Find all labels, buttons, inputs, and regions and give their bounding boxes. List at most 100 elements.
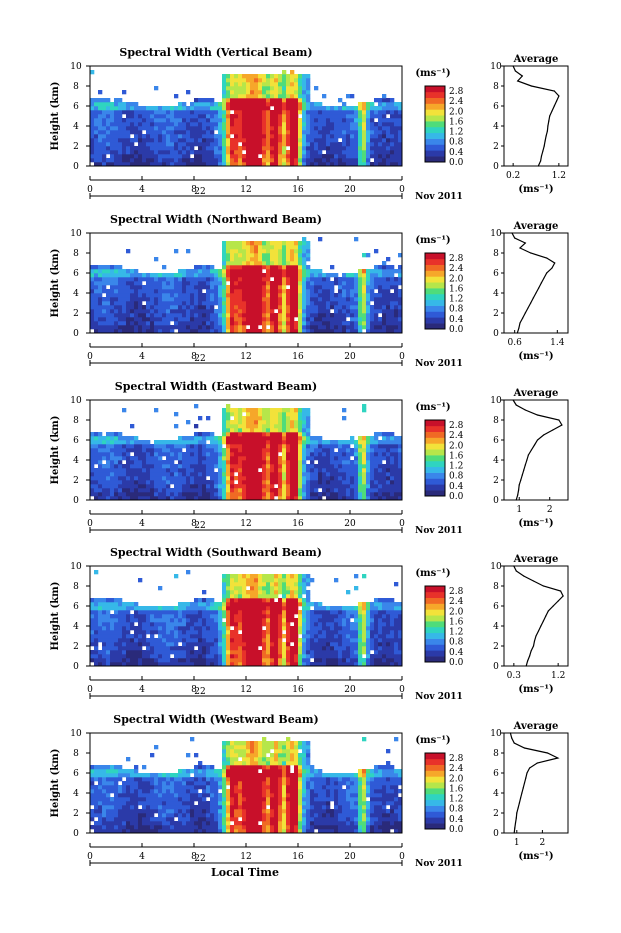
heatmap-cell [178, 150, 182, 154]
heatmap-cell [266, 150, 270, 154]
heatmap-cell [326, 126, 330, 130]
heatmap-cell [386, 110, 390, 114]
avg-profile-point [542, 150, 543, 151]
heatmap-cell [230, 130, 234, 134]
heatmap-cell [138, 134, 142, 138]
heatmap-cell [306, 428, 310, 432]
heatmap-cell [222, 114, 226, 118]
heatmap-cell [238, 122, 242, 126]
heatmap-cell [374, 468, 378, 472]
heatmap-cell [366, 460, 370, 464]
heatmap-cell [90, 313, 94, 317]
heatmap-cell [138, 444, 142, 448]
heatmap-cell [202, 134, 206, 138]
heatmap-cell [106, 484, 110, 488]
heatmap-cell [94, 488, 98, 492]
heatmap-cell [138, 480, 142, 484]
heatmap-cell [102, 618, 106, 622]
heatmap-cell [174, 622, 178, 626]
heatmap-cells [90, 237, 402, 333]
avg-profile-point [514, 237, 515, 238]
heatmap-cell [110, 325, 114, 329]
heatmap-cell [202, 452, 206, 456]
heatmap-cell [306, 416, 310, 420]
heatmap-cell [334, 309, 338, 313]
heatmap-cell [386, 460, 390, 464]
heatmap-cell [102, 118, 106, 122]
heatmap-cell [166, 297, 170, 301]
heatmap-cell [298, 142, 302, 146]
heatmap-cell [94, 114, 98, 118]
heatmap-cell [222, 424, 226, 428]
heatmap-cell [270, 432, 274, 436]
heatmap-cell [330, 297, 334, 301]
heatmap-cell [378, 146, 382, 150]
heatmap-cell [114, 642, 118, 646]
heatmap-cell [210, 142, 214, 146]
heatmap-cell [106, 321, 110, 325]
heatmap-cell [374, 273, 378, 277]
heatmap-cell [318, 492, 322, 496]
heatmap-cell [202, 440, 206, 444]
heatmap-cell [222, 484, 226, 488]
heatmap-cell [154, 146, 158, 150]
heatmap-cell [234, 261, 238, 265]
heatmap-cell [350, 305, 354, 309]
heatmap-cell [130, 448, 134, 452]
heatmap-cell [374, 114, 378, 118]
heatmap-cell [262, 253, 266, 257]
heatmap-cell [238, 114, 242, 118]
heatmap-cell [282, 440, 286, 444]
heatmap-cell [326, 309, 330, 313]
avg-profile-point [531, 449, 532, 450]
heatmap-cell [106, 269, 110, 273]
heatmap-cell [134, 138, 138, 142]
heatmap-cell [110, 432, 114, 436]
heatmap-cell [162, 630, 166, 634]
heatmap-cell [234, 293, 238, 297]
heatmap-cell [358, 317, 362, 321]
heatmap-cell [130, 480, 134, 484]
heatmap-cell [178, 488, 182, 492]
heatmap-cell [182, 606, 186, 610]
heatmap-cell [258, 82, 262, 86]
heatmap-cell [186, 277, 190, 281]
heatmap-cell [330, 456, 334, 460]
heatmap-cell [362, 305, 366, 309]
heatmap-cell [294, 146, 298, 150]
heatmap-cell [94, 436, 98, 440]
heatmap-cell [162, 142, 166, 146]
heatmap-cell [390, 305, 394, 309]
heatmap-cell [262, 98, 266, 102]
heatmap-cell [166, 440, 170, 444]
heatmap-cell [158, 642, 162, 646]
heatmap-cell [126, 150, 130, 154]
heatmap-cell [106, 654, 110, 658]
heatmap-cell [154, 440, 158, 444]
heatmap-cell [302, 412, 306, 416]
heatmap-cell [206, 146, 210, 150]
heatmap-cell [294, 114, 298, 118]
heatmap-cell [314, 317, 318, 321]
heatmap-cell [330, 480, 334, 484]
heatmap-cell [118, 626, 122, 630]
heatmap-cell [182, 301, 186, 305]
heatmap-cell [162, 452, 166, 456]
colorbar-tick-label: 2.0 [449, 274, 464, 284]
heatmap-cell [270, 468, 274, 472]
heatmap-cell [266, 241, 270, 245]
heatmap-cell [146, 476, 150, 480]
heatmap-cell [298, 86, 302, 90]
heatmap-cell [174, 321, 178, 325]
heatmap-cell [174, 305, 178, 309]
heatmap-cell [222, 126, 226, 130]
heatmap-cell [374, 460, 378, 464]
heatmap-cell [114, 158, 118, 162]
heatmap-cell [246, 480, 250, 484]
heatmap-cell [330, 448, 334, 452]
heatmap-cell [314, 309, 318, 313]
heatmap-cell [334, 122, 338, 126]
heatmap-cell [114, 309, 118, 313]
heatmap-cell [354, 456, 358, 460]
heatmap-cell [170, 126, 174, 130]
